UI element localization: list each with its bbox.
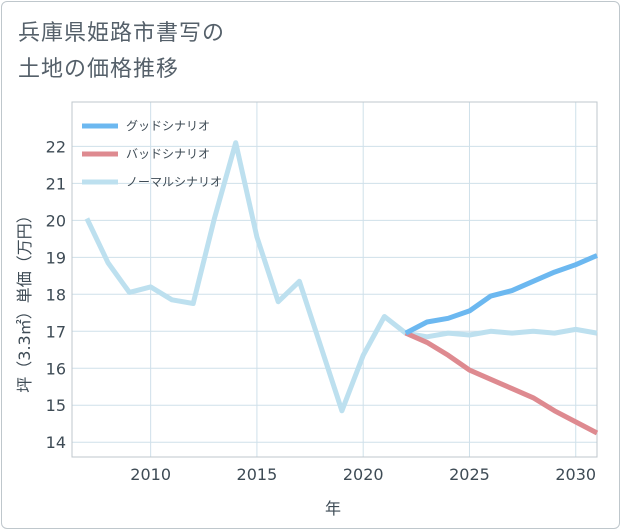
y-tick-label: 22 bbox=[46, 137, 66, 156]
grid-lines bbox=[72, 102, 597, 457]
series-line-bad bbox=[404, 330, 599, 436]
series-line-normal bbox=[84, 140, 598, 414]
plot-area bbox=[71, 101, 598, 458]
x-axis-label: 年 bbox=[325, 499, 341, 518]
y-axis-ticks: 14 15 16 17 18 19 20 21 22 bbox=[46, 137, 66, 452]
y-tick-label: 14 bbox=[46, 433, 66, 452]
y-tick-label: 19 bbox=[46, 248, 66, 267]
chart-title: 兵庫県姫路市書写の 土地の価格推移 bbox=[18, 16, 225, 88]
y-tick-label: 18 bbox=[46, 285, 66, 304]
y-tick-label: 20 bbox=[46, 211, 66, 230]
x-tick-label: 2015 bbox=[237, 465, 278, 484]
x-tick-label: 2010 bbox=[130, 465, 171, 484]
y-axis-label: 坪（3.3㎡）単価（万円） bbox=[15, 207, 34, 392]
y-tick-label: 17 bbox=[46, 322, 66, 341]
legend-label: グッドシナリオ bbox=[126, 119, 210, 133]
x-tick-label: 2030 bbox=[555, 465, 596, 484]
legend-label: バッドシナリオ bbox=[126, 147, 210, 161]
chart-title-line-2: 土地の価格推移 bbox=[18, 57, 180, 82]
x-tick-label: 2020 bbox=[343, 465, 384, 484]
y-tick-label: 16 bbox=[46, 359, 66, 378]
chart-title-line-1: 兵庫県姫路市書写の bbox=[18, 21, 226, 46]
x-tick-label: 2025 bbox=[449, 465, 490, 484]
series-lines bbox=[84, 140, 599, 436]
x-axis-ticks: 2010 2015 2020 2025 2030 bbox=[130, 465, 596, 484]
y-tick-label: 15 bbox=[46, 396, 66, 415]
series-line-good bbox=[404, 253, 598, 336]
legend-label: ノーマルシナリオ bbox=[126, 175, 222, 189]
y-tick-label: 21 bbox=[46, 174, 66, 193]
